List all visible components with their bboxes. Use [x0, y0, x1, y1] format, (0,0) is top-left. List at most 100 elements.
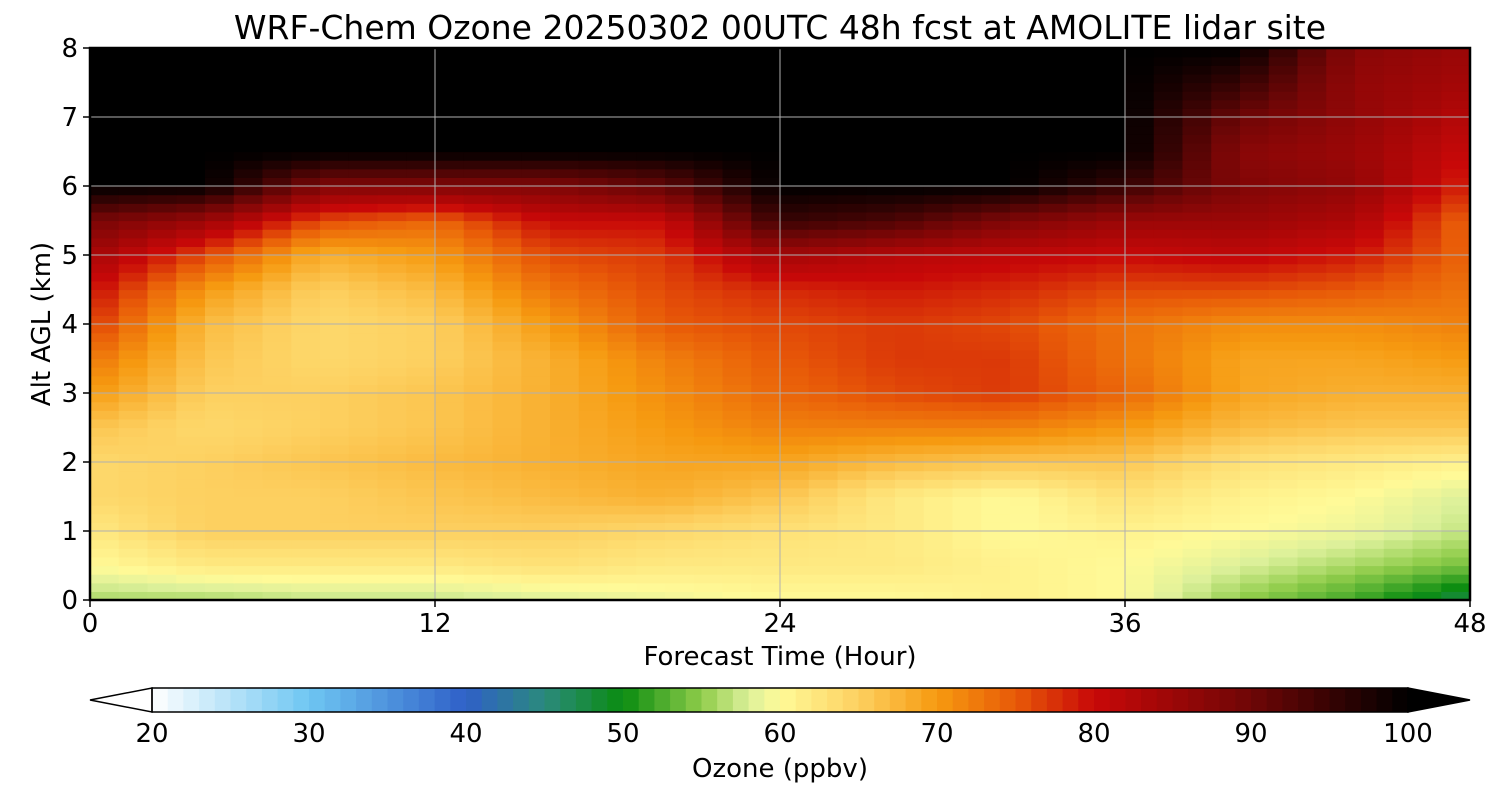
heatmap-cell [320, 73, 350, 84]
heatmap-cell [780, 539, 810, 549]
heatmap-cell [578, 444, 609, 454]
heatmap-cell [895, 134, 925, 144]
heatmap-cell [1268, 496, 1299, 506]
heatmap-cell [665, 177, 695, 187]
heatmap-cell [722, 194, 752, 204]
heatmap-cell [895, 487, 925, 498]
heatmap-cell [665, 582, 695, 592]
heatmap-cell [262, 168, 292, 178]
heatmap-cell [1125, 108, 1155, 118]
heatmap-cell [1153, 151, 1184, 161]
heatmap-cell [808, 548, 839, 558]
heatmap-cell [492, 91, 522, 101]
heatmap-cell [923, 349, 954, 360]
heatmap-cell [1182, 418, 1212, 429]
heatmap-cell [521, 177, 551, 187]
heatmap-cell [981, 246, 1011, 256]
heatmap-cell [1297, 349, 1327, 360]
heatmap-cell [981, 436, 1011, 446]
heatmap-cell [1240, 237, 1270, 247]
heatmap-cell [952, 531, 982, 541]
heatmap-cell [1441, 194, 1471, 204]
heatmap-cell [751, 418, 781, 429]
heatmap-cell [780, 332, 810, 342]
heatmap-cell [722, 91, 752, 101]
heatmap-cell [1125, 229, 1155, 239]
heatmap-cell [1297, 591, 1327, 601]
heatmap-cell [636, 56, 666, 66]
heatmap-cell [262, 220, 292, 230]
heatmap-cell [118, 134, 149, 144]
heatmap-cell [233, 65, 264, 75]
heatmap-cell [1010, 142, 1040, 153]
heatmap-cell [952, 375, 982, 385]
heatmap-cell [147, 108, 177, 118]
heatmap-cell [406, 418, 436, 429]
heatmap-cell [1067, 151, 1097, 161]
heatmap-cell [866, 91, 896, 101]
heatmap-cell [435, 203, 465, 213]
heatmap-cell [1153, 117, 1184, 127]
heatmap-cell [895, 574, 925, 584]
heatmap-cell [262, 263, 292, 273]
heatmap-cell [463, 168, 494, 178]
heatmap-cell [837, 91, 867, 101]
heatmap-cell [693, 393, 724, 403]
heatmap-cell [693, 582, 724, 592]
heatmap-cell [205, 220, 235, 230]
heatmap-cell [262, 315, 292, 325]
heatmap-cell [1096, 272, 1126, 282]
heatmap-cell [866, 513, 896, 523]
heatmap-cell [1010, 203, 1040, 213]
heatmap-cell [233, 117, 264, 127]
heatmap-cell [693, 211, 724, 222]
heatmap-cell [665, 574, 695, 584]
heatmap-cell [521, 272, 551, 282]
heatmap-cell [1067, 272, 1097, 282]
heatmap-cell [665, 203, 695, 213]
heatmap-cell [262, 349, 292, 360]
heatmap-cell [751, 556, 781, 567]
heatmap-cell [1067, 203, 1097, 213]
heatmap-cell [1096, 194, 1126, 204]
heatmap-cell [693, 522, 724, 532]
heatmap-cell [1383, 367, 1414, 377]
heatmap-cell [492, 125, 522, 135]
heatmap-cell [837, 444, 867, 454]
heatmap-cell [90, 280, 120, 291]
heatmap-cell [751, 48, 781, 58]
heatmap-cell [981, 375, 1011, 385]
heatmap-cell [492, 401, 522, 411]
heatmap-cell [895, 125, 925, 135]
heatmap-cell [866, 108, 896, 118]
heatmap-cell [205, 479, 235, 489]
heatmap-cell [233, 384, 264, 394]
heatmap-cell [693, 186, 724, 196]
heatmap-cell [1412, 56, 1442, 66]
heatmap-cell [348, 453, 379, 463]
heatmap-cell [1211, 306, 1241, 316]
heatmap-cell [348, 332, 379, 342]
heatmap-cell [262, 367, 292, 377]
heatmap-cell [866, 211, 896, 222]
heatmap-cell [1412, 237, 1442, 247]
heatmap-cell [693, 134, 724, 144]
heatmap-cell [233, 418, 264, 429]
heatmap-cell [923, 134, 954, 144]
heatmap-cell [636, 220, 666, 230]
heatmap-cell [751, 505, 781, 515]
heatmap-cell [406, 367, 436, 377]
heatmap-cell [205, 341, 235, 351]
heatmap-cell [578, 125, 609, 135]
heatmap-cell [90, 160, 120, 170]
heatmap-cell [262, 427, 292, 437]
heatmap-cell [1153, 436, 1184, 446]
heatmap-cell [636, 186, 666, 196]
heatmap-cell [923, 436, 954, 446]
heatmap-cell [1096, 427, 1126, 437]
heatmap-cell [320, 410, 350, 420]
heatmap-cell [866, 548, 896, 558]
colorbar-tick-label: 70 [920, 719, 953, 749]
heatmap-cell [837, 211, 867, 222]
heatmap-cell [205, 142, 235, 153]
